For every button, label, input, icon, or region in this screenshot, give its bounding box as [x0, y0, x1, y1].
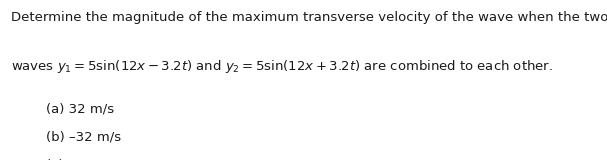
- Text: Determine the magnitude of the maximum transverse velocity of the wave when the : Determine the magnitude of the maximum t…: [11, 11, 607, 24]
- Text: (b) –32 m/s: (b) –32 m/s: [46, 130, 121, 143]
- Text: waves $y_1 = 5\sin(12x-3.2t)$ and $y_2 = 5\sin(12x+3.2t)$ are combined to each o: waves $y_1 = 5\sin(12x-3.2t)$ and $y_2 =…: [11, 58, 553, 75]
- Text: (a) 32 m/s: (a) 32 m/s: [46, 102, 114, 115]
- Text: (c) 12 m/s: (c) 12 m/s: [46, 158, 113, 160]
